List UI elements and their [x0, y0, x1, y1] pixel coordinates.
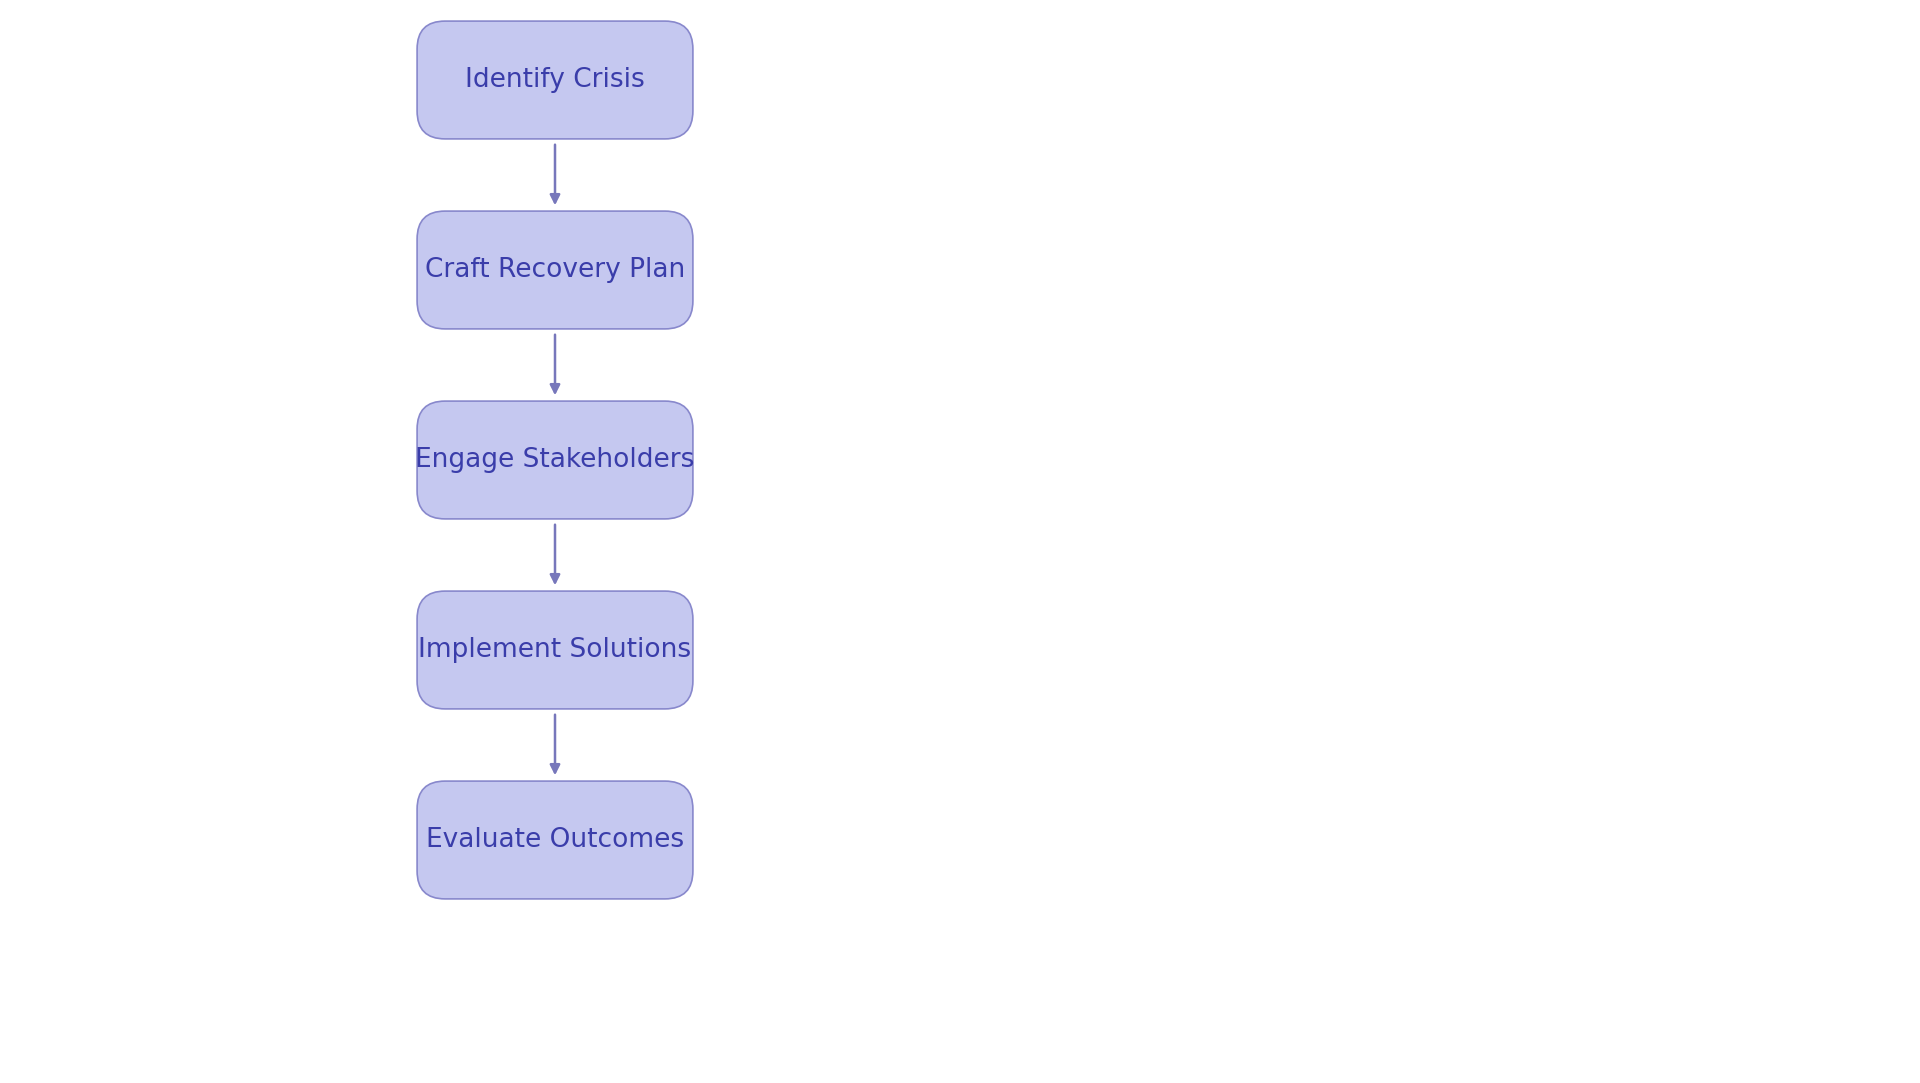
Text: Evaluate Outcomes: Evaluate Outcomes — [426, 827, 684, 853]
FancyBboxPatch shape — [417, 211, 693, 329]
FancyBboxPatch shape — [417, 591, 693, 709]
FancyBboxPatch shape — [417, 401, 693, 519]
FancyBboxPatch shape — [417, 21, 693, 139]
Text: Craft Recovery Plan: Craft Recovery Plan — [424, 257, 685, 283]
Text: Engage Stakeholders: Engage Stakeholders — [415, 447, 695, 473]
Text: Identify Crisis: Identify Crisis — [465, 67, 645, 93]
FancyBboxPatch shape — [417, 781, 693, 899]
Text: Implement Solutions: Implement Solutions — [419, 637, 691, 663]
